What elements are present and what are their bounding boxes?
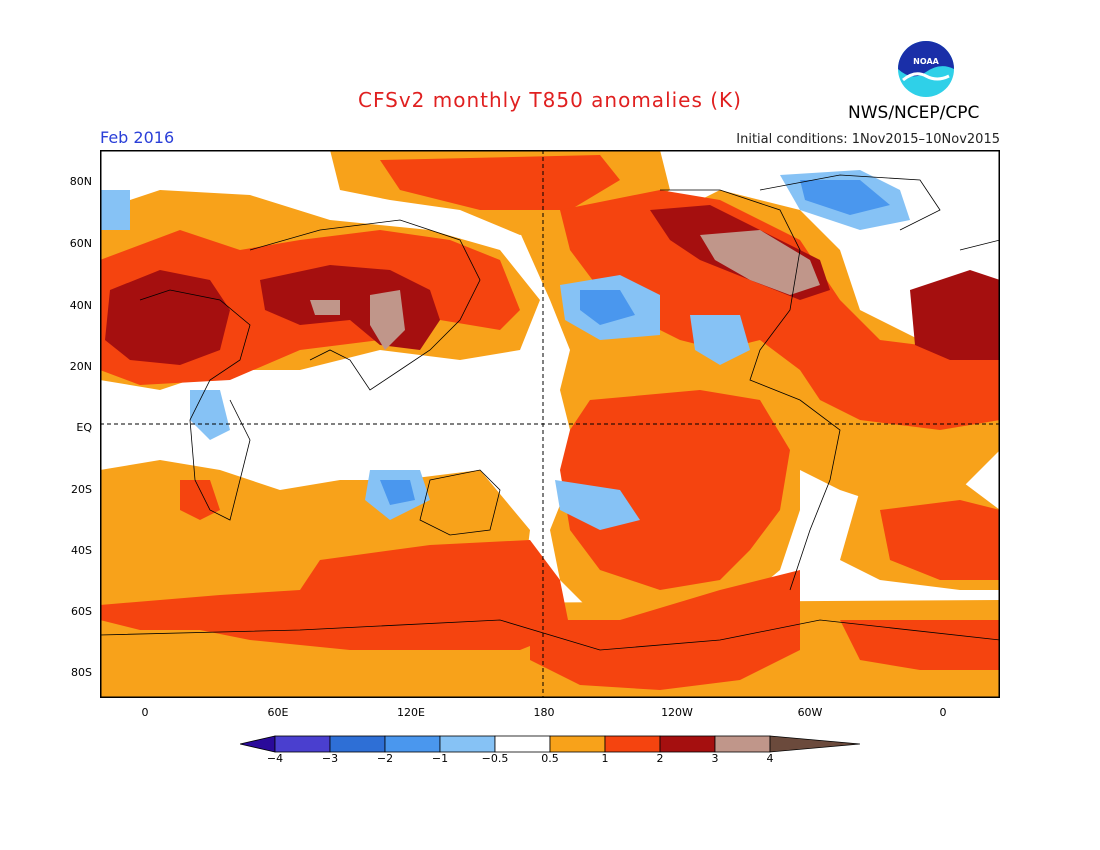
colorbar-segment (549, 735, 606, 753)
colorbar-tick-label: 2 (656, 752, 664, 765)
lon-label: 180 (533, 706, 555, 719)
forecast-period: Feb 2016 (100, 128, 175, 147)
anomaly-map (99, 149, 1001, 699)
agency-label: NWS/NCEP/CPC (848, 103, 980, 123)
logo-text: NOAA (913, 57, 939, 66)
lon-label: 60E (267, 706, 289, 719)
noaa-logo: NOAA (898, 41, 954, 97)
colorbar-segment (659, 735, 716, 753)
colorbar-tick-label: 1 (601, 752, 609, 765)
lat-label: 40S (71, 544, 92, 557)
colorbar-tick-label: −0.5 (481, 752, 509, 765)
lat-label: 80S (71, 666, 92, 679)
lat-label: EQ (76, 421, 92, 434)
colorbar-tick-label: −3 (321, 752, 339, 765)
colorbar-segment (384, 735, 441, 753)
lat-label: 20S (71, 483, 92, 496)
colorbar-segment (769, 735, 860, 753)
lat-label: 80N (69, 175, 92, 188)
colorbar-segment (274, 735, 331, 753)
colorbar-tick-label: −1 (431, 752, 449, 765)
map-frame (99, 149, 1001, 699)
colorbar-segment (240, 735, 276, 753)
colorbar-tick-label: −2 (376, 752, 394, 765)
anomaly-3-4-regions (310, 230, 820, 350)
colorbar-tick-label: 4 (766, 752, 774, 765)
lat-label: 60N (69, 237, 92, 250)
lon-label: 120W (661, 706, 693, 719)
anomaly-neg-1-neg-2-regions (380, 180, 890, 505)
coastlines (100, 174, 1000, 651)
lat-label: 20N (69, 360, 92, 373)
colorbar-segment (439, 735, 496, 753)
colorbar (240, 735, 860, 753)
colorbar-tick-label: 3 (711, 752, 719, 765)
lon-label: 120E (397, 706, 425, 719)
lat-label: 60S (71, 605, 92, 618)
colorbar-segment (494, 735, 551, 753)
initial-conditions: Initial conditions: 1Nov2015–10Nov2015 (736, 132, 1000, 147)
colorbar-tick-label: 0.5 (541, 752, 559, 765)
colorbar-tick-label: −4 (266, 752, 284, 765)
colorbar-segment (329, 735, 386, 753)
lon-label: 60W (797, 706, 823, 719)
colorbar-segment (714, 735, 771, 753)
lon-label: 0 (141, 706, 149, 719)
chart-title: CFSv2 monthly T850 anomalies (K) (358, 88, 742, 112)
colorbar-segment (604, 735, 661, 753)
lon-label: 0 (939, 706, 947, 719)
map-canvas (99, 149, 1001, 699)
lat-label: 40N (69, 299, 92, 312)
